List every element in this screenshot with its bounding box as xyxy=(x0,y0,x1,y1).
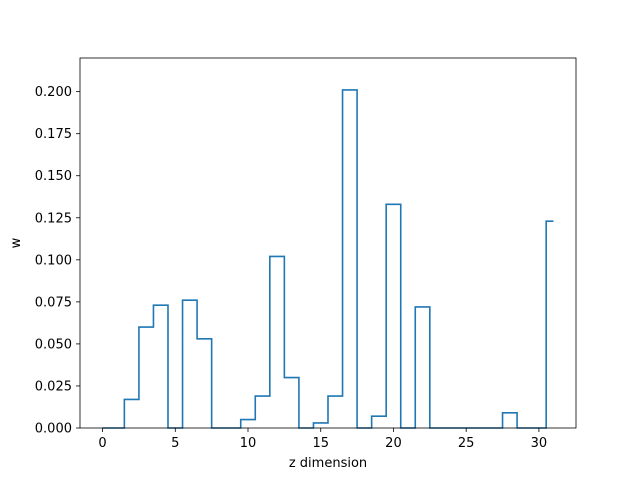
x-axis-label: z dimension xyxy=(289,456,367,471)
y-axis-label: w xyxy=(9,237,24,248)
y-tick-label: 0.150 xyxy=(35,169,72,184)
x-tick-label: 5 xyxy=(171,436,179,451)
x-tick-label: 15 xyxy=(312,436,329,451)
y-tick-label: 0.000 xyxy=(35,422,72,437)
x-tick-label: 25 xyxy=(458,436,475,451)
x-tick-label: 10 xyxy=(240,436,257,451)
x-tick-label: 20 xyxy=(385,436,402,451)
x-tick-label: 30 xyxy=(531,436,548,451)
plot-background xyxy=(80,58,576,428)
y-tick-label: 0.175 xyxy=(35,127,72,142)
y-tick-label: 0.075 xyxy=(35,295,72,310)
y-tick-label: 0.125 xyxy=(35,211,72,226)
y-tick-label: 0.025 xyxy=(35,379,72,394)
y-tick-label: 0.200 xyxy=(35,85,72,100)
x-tick-label: 0 xyxy=(98,436,106,451)
y-tick-label: 0.050 xyxy=(35,337,72,352)
y-tick-label: 0.100 xyxy=(35,253,72,268)
plot-frame xyxy=(79,57,577,429)
